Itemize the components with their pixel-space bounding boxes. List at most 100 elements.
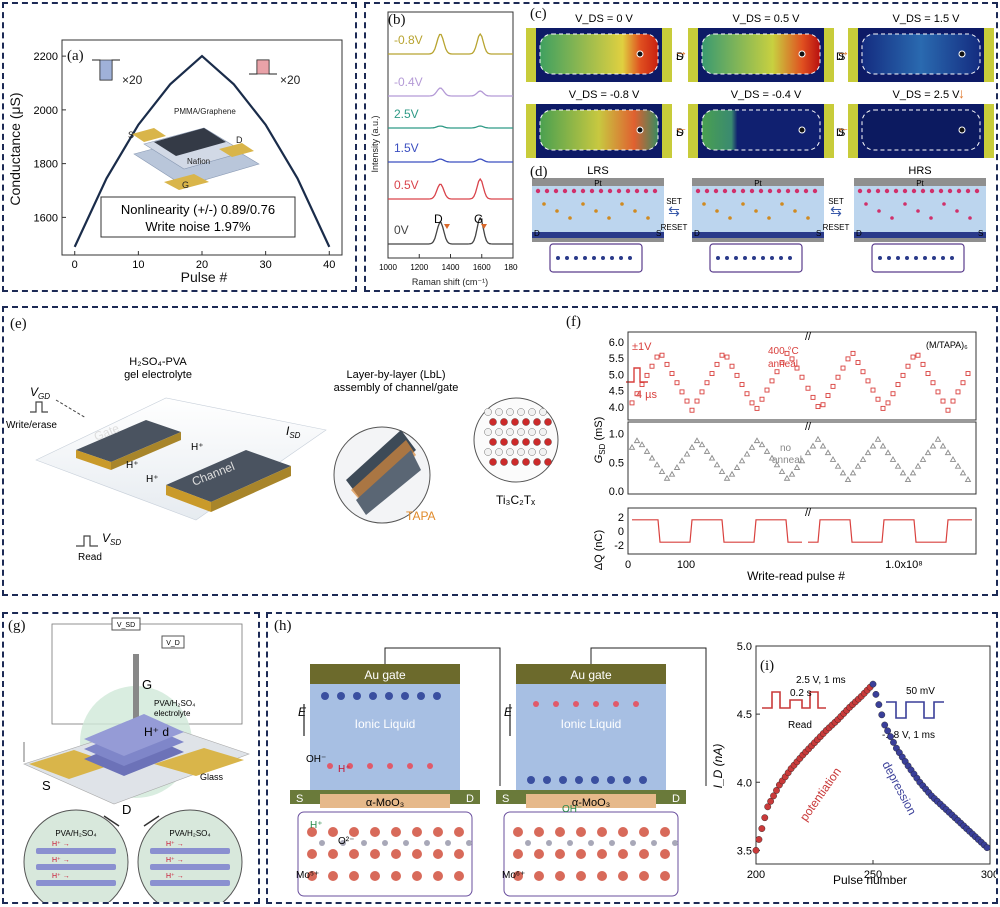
no-anneal-point [648, 454, 656, 461]
ion-dot [920, 188, 926, 194]
source-contact [824, 28, 834, 82]
g-vd-label: V_D [166, 640, 180, 647]
axis-break: // [805, 421, 812, 433]
g-electrolyte-2: electrolyte [154, 709, 191, 718]
anneal-point [669, 371, 675, 377]
ion-dot [562, 188, 568, 194]
cation [633, 701, 639, 707]
ion-dot [767, 188, 773, 194]
no-anneal-point [773, 461, 781, 468]
lattice-atom [513, 871, 523, 881]
atom [506, 448, 514, 456]
ion-dot [758, 188, 764, 194]
atom [484, 448, 492, 456]
lattice-atom [454, 871, 464, 881]
cation [407, 763, 413, 769]
a-device-top-label: PMMA/Graphene [174, 107, 236, 116]
mo6-label: Mo⁶⁺ [502, 870, 525, 881]
carbon-atom [788, 256, 792, 260]
raman-series-label: 1.5V [394, 141, 419, 155]
atom [522, 438, 530, 446]
ion-dot [968, 216, 972, 220]
mxene-structure-illustration [473, 397, 559, 483]
mo-atom [651, 840, 657, 846]
no-anneal-point [924, 449, 932, 456]
h-source-label: S [502, 793, 509, 805]
carbon-atom [914, 256, 918, 260]
no-anneal-point [839, 469, 847, 476]
depression-point [881, 721, 889, 729]
layer [150, 880, 230, 886]
anneal-point [714, 361, 720, 367]
a-xtick-label: 20 [196, 259, 208, 271]
ion-dot [695, 188, 701, 194]
channel-outline [861, 33, 981, 75]
ion-dot [589, 188, 595, 194]
anneal-point [830, 383, 836, 389]
lattice-atom [618, 849, 628, 859]
field-label: E [298, 705, 307, 719]
ion-dot [704, 188, 710, 194]
ion-dot [741, 202, 745, 206]
a-pulse-up-count: ×20 [122, 73, 143, 87]
proton-arrow: H⁺ → [166, 841, 184, 848]
ionic-liquid [310, 684, 460, 790]
panel-label-h: (h) [274, 618, 292, 634]
vds-label: V_DS = 0.5 V [733, 13, 801, 25]
panel-label-c: (c) [530, 6, 547, 22]
carbon-atom [574, 256, 578, 260]
sample-label: (M/TAPA)₆ [926, 340, 968, 350]
ion-dot [942, 202, 946, 206]
moo3-label: α-MoO₃ [366, 797, 404, 809]
atom [489, 458, 497, 466]
anneal-point [965, 371, 971, 377]
anneal-point [644, 372, 650, 378]
d-drain-label: D [694, 229, 700, 238]
drain-contact [848, 28, 858, 82]
anneal-point [930, 380, 936, 386]
ion-dot [803, 188, 809, 194]
ion-dot [542, 202, 546, 206]
hplus-1: H⁺ [191, 442, 204, 453]
potentiation-point [761, 814, 769, 822]
anneal-point [810, 394, 816, 400]
anneal-point [950, 398, 956, 404]
lattice-atom [639, 871, 649, 881]
anneal-point [940, 398, 946, 404]
pulse-depression-label: -1.8 V, 1 ms [882, 730, 935, 741]
no-anneal-point [783, 474, 791, 481]
carbon-atom [896, 256, 900, 260]
lbl-label-1: Layer-by-layer (LbL) [346, 369, 445, 381]
mo-atom [588, 840, 594, 846]
anneal-point [659, 352, 665, 358]
g-hplus-label: H⁺ d [144, 725, 169, 739]
f-ytick-top: 6.0 [609, 337, 624, 349]
anneal-point [845, 356, 851, 362]
no-anneal-point [919, 456, 927, 462]
no-anneal-point [788, 470, 796, 477]
anneal-point [960, 380, 966, 386]
b-xtick-label: 1600 [473, 263, 491, 272]
anneal-point [870, 387, 876, 393]
no-anneal-point [628, 443, 636, 450]
layer [36, 848, 116, 854]
panel-label-d: (d) [530, 164, 548, 180]
c-d-label: D [836, 127, 844, 139]
ion-dot [767, 216, 771, 220]
probe-marker [958, 50, 966, 58]
raman-chart: -0.8V -0.4V 2.5V 1.5V 0.5V 0V 1000 1200 1400 160… [370, 11, 522, 287]
drain-contact [688, 28, 698, 82]
anion [417, 692, 425, 700]
a-s-label: S [128, 130, 134, 140]
a-xtick-label: 30 [260, 259, 272, 271]
conductance-map-fill [862, 34, 980, 74]
f-bottom-frame [627, 507, 977, 555]
no-anneal-point [743, 450, 751, 457]
conductance-curve [73, 54, 331, 248]
source-contact [984, 104, 994, 158]
lattice-atom [433, 827, 443, 837]
atom [484, 408, 492, 416]
anneal-point [835, 374, 841, 380]
lattice-atom [370, 849, 380, 859]
